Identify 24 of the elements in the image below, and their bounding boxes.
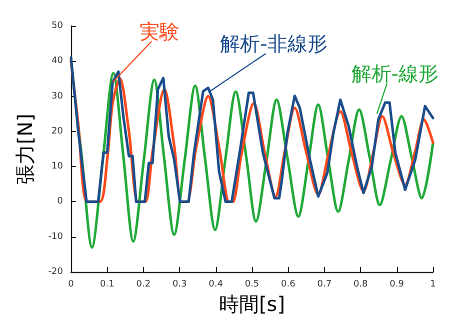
x-tick-label: 0.9: [390, 280, 404, 290]
x-tick-label: 0: [68, 280, 74, 290]
x-axis-title: 時間[s]: [218, 292, 286, 316]
x-tick-label: 0.3: [172, 280, 187, 290]
series-label: 解析-線形: [351, 61, 439, 86]
y-tick-label: 10: [52, 162, 64, 172]
y-axis-title: 張力[N]: [13, 114, 37, 184]
x-tick-label: 1: [430, 280, 436, 290]
x-tick-label: 0.6: [281, 280, 296, 290]
x-tick-label: 0.4: [208, 280, 224, 290]
series-label: 解析-非線形: [220, 32, 328, 56]
x-tick-label: 0.8: [353, 280, 368, 290]
y-tick-label: 0: [57, 196, 64, 207]
y-tick-label: 40: [52, 56, 64, 66]
x-tick-label: 0.1: [100, 280, 114, 290]
x-tick-label: 0.5: [244, 280, 260, 290]
x-tick-label: 0.2: [136, 280, 151, 290]
y-tick-label: 50: [52, 21, 64, 31]
y-tick-label: -20: [48, 267, 64, 277]
y-tick-label: -10: [48, 232, 64, 242]
x-tick-label: 0.7: [317, 280, 332, 290]
y-tick-label: 20: [52, 126, 64, 136]
text: 実験: [140, 19, 180, 44]
y-tick-label: 30: [52, 91, 64, 102]
